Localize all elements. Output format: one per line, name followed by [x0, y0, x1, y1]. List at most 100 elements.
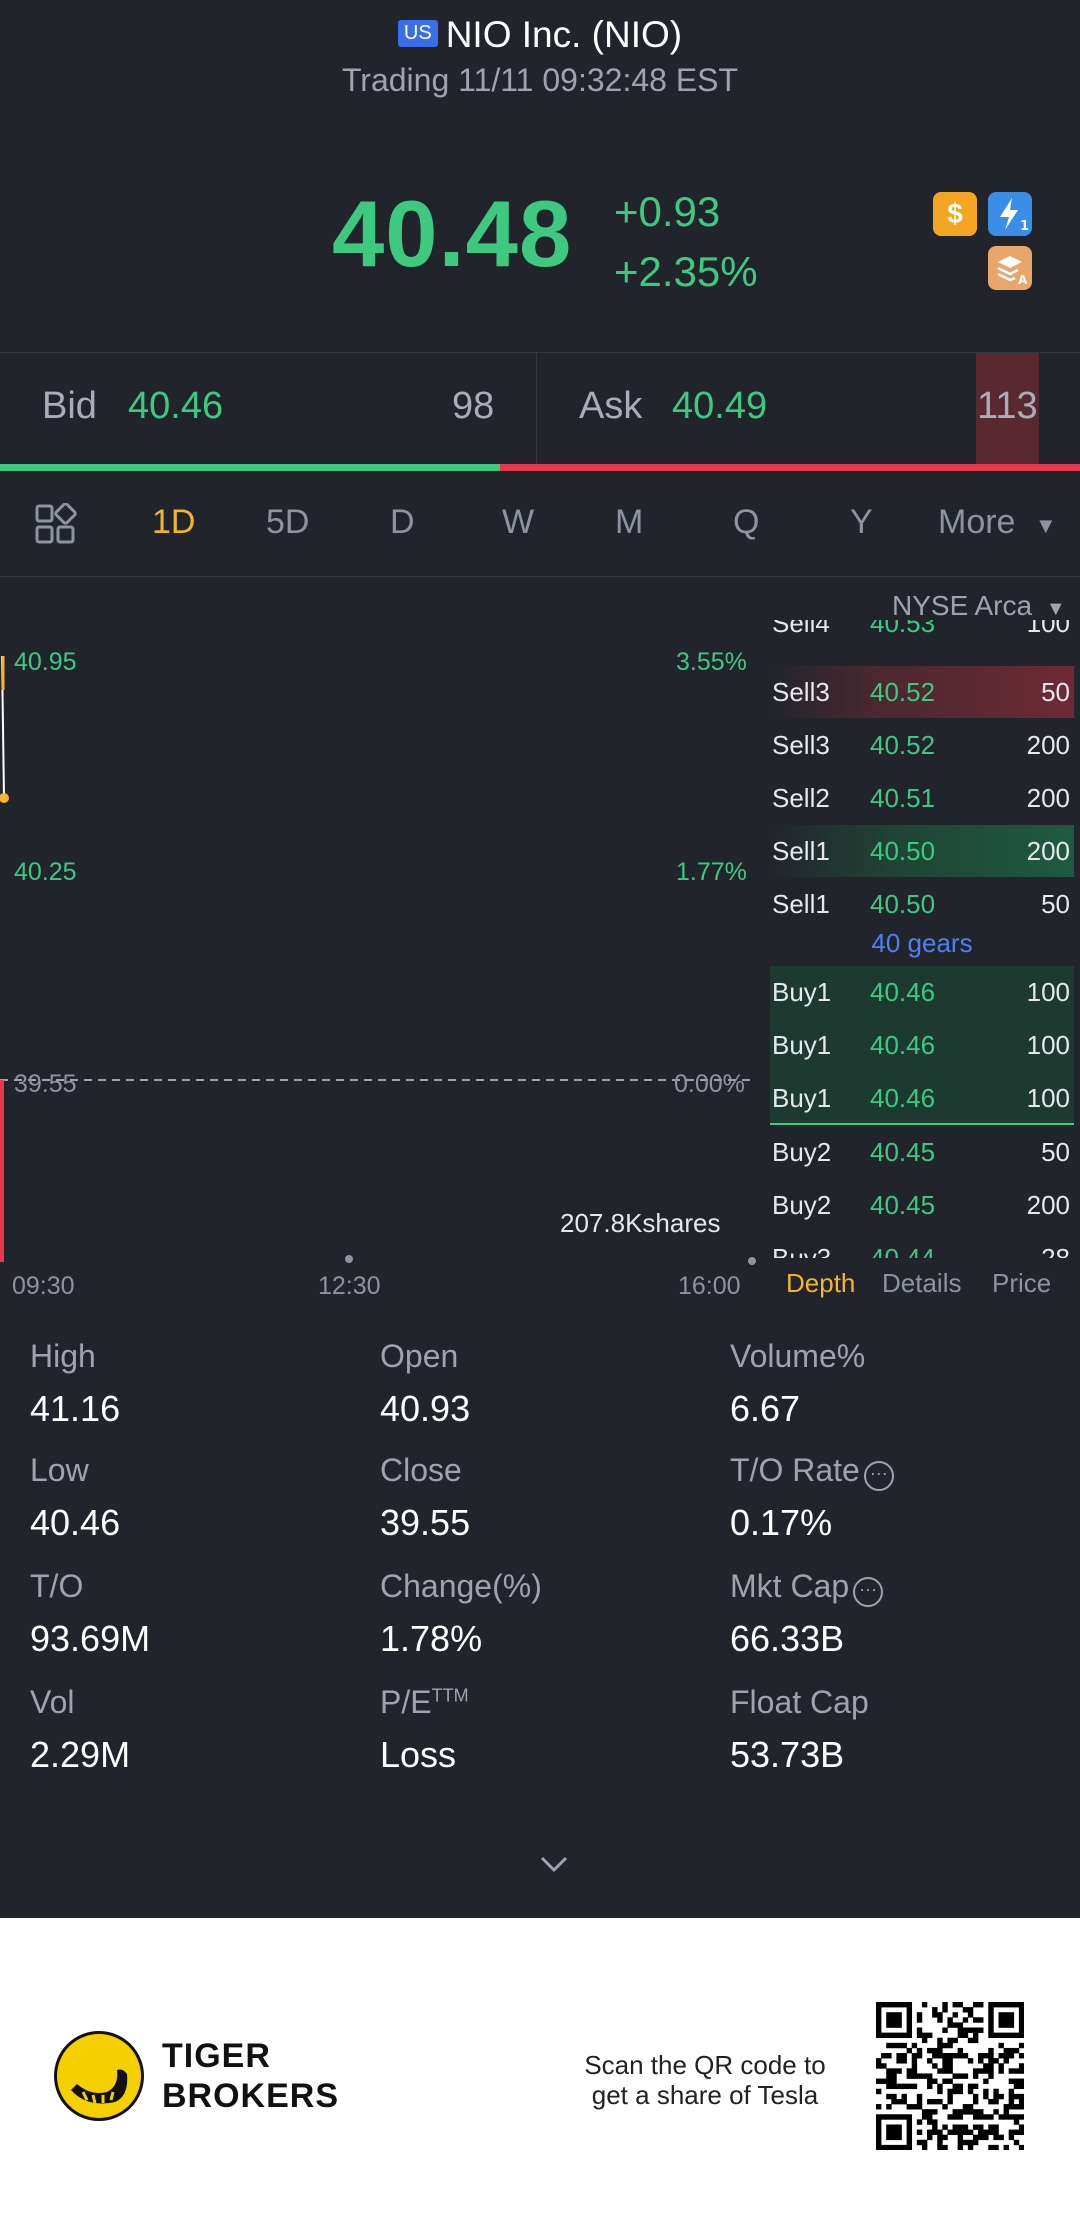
qr-caption-line-1: Scan the QR code to	[584, 2050, 826, 2080]
stack-a-icon[interactable]: A	[988, 246, 1032, 290]
stock-quote-screen: US NIO Inc. (NIO) Trading 11/11 09:32:48 …	[0, 0, 1080, 1918]
time-close: 16:00	[678, 1272, 741, 1300]
brand-line-2: BROKERS	[162, 2077, 340, 2115]
order-side: Sell2	[772, 783, 830, 813]
order-side: Sell3	[772, 677, 830, 707]
order-qty: 200	[1026, 836, 1070, 866]
price-axis-base: 39.55	[14, 1070, 77, 1098]
order-side: Sell1	[772, 889, 830, 919]
stat-changepct-value: 1.78%	[380, 1618, 483, 1659]
last-price: 40.48	[332, 181, 573, 286]
caret-down-icon: ▼	[1034, 513, 1057, 538]
promo-footer: TIGER BROKERS Scan the QR code to get a …	[0, 1918, 1080, 2234]
bid-section[interactable]: Bid 40.46 98	[0, 353, 536, 465]
order-price: 40.52	[870, 677, 936, 707]
bid-price: 40.46	[128, 385, 224, 427]
stat-low-label: Low	[30, 1452, 89, 1488]
lightning-level-1-icon[interactable]: 1	[988, 192, 1032, 236]
stat-vol-value: 2.29M	[30, 1734, 131, 1775]
ask-section[interactable]: Ask 40.49 113	[537, 353, 1080, 465]
us-market-badge: US	[397, 20, 438, 47]
list-item: Sell2 40.51 200	[770, 772, 1074, 824]
list-item: Buy1 40.46 100	[770, 1019, 1074, 1071]
pe-text: P/E	[380, 1684, 432, 1720]
stat-open-label: Open	[380, 1338, 459, 1374]
order-price: 40.51	[870, 783, 936, 813]
order-book-tabs: Depth Details Price	[770, 1268, 1080, 1308]
tab-d[interactable]: D	[390, 503, 415, 541]
qr-caption: Scan the QR code to get a share of Tesla	[560, 2050, 850, 2110]
bid-strength-bar	[0, 464, 500, 471]
order-side: Sell4	[772, 620, 830, 638]
quote-header: US NIO Inc. (NIO) Trading 11/11 09:32:48 …	[0, 0, 1080, 352]
order-side: Buy1	[772, 977, 832, 1007]
caret-down-icon: ▼	[1045, 598, 1066, 620]
order-qty: 50	[1041, 889, 1070, 919]
tab-w[interactable]: W	[502, 503, 535, 541]
tab-q[interactable]: Q	[733, 503, 760, 541]
order-price: 40.53	[870, 620, 936, 638]
tab-1d[interactable]: 1D	[152, 503, 196, 541]
tab-details[interactable]: Details	[882, 1268, 962, 1298]
list-item: Sell3 40.52 200	[770, 719, 1074, 771]
tab-m[interactable]: M	[615, 503, 644, 541]
stat-close-label: Close	[380, 1452, 462, 1488]
ask-price: 40.49	[672, 385, 768, 427]
exchange-selector[interactable]: NYSE Arca ▼	[892, 590, 1066, 622]
exchange-label: NYSE Arca	[892, 590, 1033, 621]
order-price: 40.46	[870, 977, 936, 1007]
order-book[interactable]: NYSE Arca ▼ Sell4 40.53 100 Sell3 40.52 …	[770, 578, 1080, 1258]
more-info-icon[interactable]: ···	[863, 1461, 894, 1491]
intraday-chart[interactable]: 40.95 40.25 39.55 3.55% 1.77% 0.00% 207.…	[0, 578, 760, 1268]
order-side: Sell3	[772, 730, 830, 760]
tab-depth[interactable]: Depth	[786, 1268, 856, 1298]
chevron-down-icon[interactable]	[534, 1850, 574, 1880]
list-item: Buy2 40.45 200	[770, 1179, 1074, 1231]
order-qty: 200	[1026, 730, 1070, 760]
price-axis-mid: 40.25	[14, 858, 77, 886]
order-qty: 100	[1026, 1030, 1070, 1060]
stat-volpct-label: Volume%	[730, 1338, 866, 1374]
stock-title: US NIO Inc. (NIO)	[0, 14, 1080, 56]
order-qty: 50	[1041, 677, 1070, 707]
midday-marker	[345, 1255, 353, 1263]
pct-axis-base: 0.00%	[674, 1070, 745, 1098]
stat-low-value: 40.46	[30, 1502, 121, 1543]
pct-axis-high: 3.55%	[676, 648, 747, 676]
buy1-divider	[770, 1123, 1074, 1125]
stat-high-label: High	[30, 1338, 96, 1374]
stat-vol-label: Vol	[30, 1684, 75, 1720]
order-qty: 100	[1026, 1083, 1070, 1113]
stat-high-value: 41.16	[30, 1388, 121, 1429]
qr-code	[876, 2002, 1025, 2151]
list-item: Buy1 40.46 100	[770, 1072, 1074, 1124]
more-info-icon[interactable]: ···	[853, 1577, 884, 1607]
brand-line-1: TIGER	[162, 2037, 271, 2075]
order-price: 40.52	[870, 730, 936, 760]
qr-caption-line-2: get a share of Tesla	[591, 2080, 819, 2110]
order-price: 40.50	[870, 836, 936, 866]
stat-floatcap-label: Float Cap	[730, 1684, 869, 1720]
ask-label: Ask	[579, 385, 643, 427]
order-side: Buy1	[772, 1030, 832, 1060]
stat-mktcap-value: 66.33B	[730, 1618, 845, 1659]
tab-more[interactable]: More ▼	[938, 503, 1057, 542]
tab-price[interactable]: Price	[992, 1268, 1052, 1298]
bid-label: Bid	[42, 385, 97, 427]
order-qty: 200	[1026, 1190, 1070, 1220]
buy1-highlight	[770, 966, 1074, 1124]
gears-link[interactable]: 40 gears	[871, 928, 973, 958]
tab-5d[interactable]: 5D	[266, 503, 310, 541]
brand-name: TIGER BROKERS	[162, 2036, 339, 2116]
bid-ask-panel: Bid 40.46 98 Ask 40.49 113	[0, 352, 1080, 470]
stat-mktcap-label: Mkt Cap ···	[730, 1568, 884, 1607]
dollar-icon[interactable]: $	[933, 192, 977, 236]
trading-status: Trading 11/11 09:32:48 EST	[341, 62, 739, 98]
layout-grid-icon[interactable]	[34, 502, 78, 547]
bid-quantity: 98	[452, 385, 495, 427]
more-label: More	[938, 503, 1016, 541]
stat-torate-label: T/O Rate ···	[730, 1452, 894, 1491]
order-price: 40.45	[870, 1137, 936, 1167]
order-qty: 200	[1026, 783, 1070, 813]
tab-y[interactable]: Y	[850, 503, 873, 541]
